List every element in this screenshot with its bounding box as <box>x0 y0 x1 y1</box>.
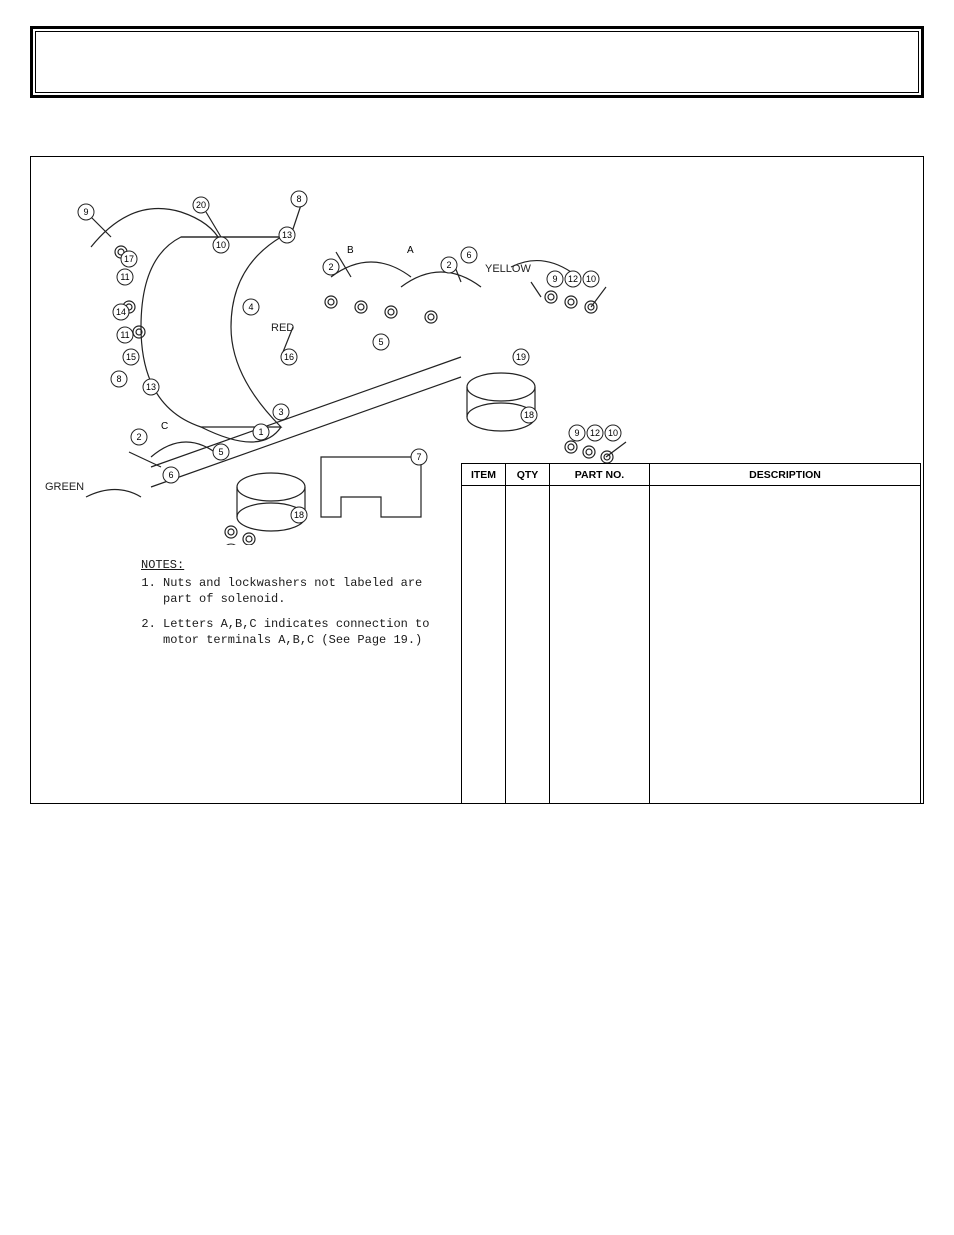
svg-text:17: 17 <box>124 254 134 264</box>
table-body-row <box>462 486 921 804</box>
svg-text:10: 10 <box>216 240 226 250</box>
svg-text:9: 9 <box>83 207 88 217</box>
svg-text:10: 10 <box>608 428 618 438</box>
parts-table: ITEM QTY PART NO. DESCRIPTION <box>461 463 921 803</box>
note-item: Letters A,B,C indicates connection to mo… <box>163 616 441 648</box>
wire-label-red: RED <box>271 322 294 334</box>
col-qty: QTY <box>506 464 550 485</box>
wire-label-yellow: YELLOW <box>485 263 531 275</box>
svg-text:5: 5 <box>378 337 383 347</box>
svg-text:16: 16 <box>284 352 294 362</box>
svg-text:9: 9 <box>574 428 579 438</box>
svg-text:9: 9 <box>552 274 557 284</box>
svg-text:A: A <box>407 245 414 256</box>
svg-text:15: 15 <box>126 352 136 362</box>
svg-text:10: 10 <box>586 274 596 284</box>
svg-text:7: 7 <box>416 452 421 462</box>
col-item: ITEM <box>462 464 506 485</box>
svg-text:12: 12 <box>568 274 578 284</box>
diagram-notes: NOTES: Nuts and lockwashers not labeled … <box>141 557 441 656</box>
svg-text:2: 2 <box>136 432 141 442</box>
svg-text:4: 4 <box>248 302 253 312</box>
svg-text:13: 13 <box>282 230 292 240</box>
svg-text:11: 11 <box>120 330 129 340</box>
svg-text:11: 11 <box>120 272 129 282</box>
page: 9 20 10 8 13 2 2 6 4 11 14 11 15 8 13 17 <box>0 0 954 1235</box>
svg-text:2: 2 <box>446 260 451 270</box>
cell-description <box>650 486 921 803</box>
svg-text:5: 5 <box>218 447 223 457</box>
svg-text:2: 2 <box>328 262 333 272</box>
table-header-row: ITEM QTY PART NO. DESCRIPTION <box>462 464 921 486</box>
col-partno: PART NO. <box>550 464 650 485</box>
svg-text:6: 6 <box>168 470 173 480</box>
svg-text:C: C <box>161 421 168 432</box>
col-description: DESCRIPTION <box>650 464 921 485</box>
svg-text:6: 6 <box>466 250 471 260</box>
svg-text:14: 14 <box>116 307 126 317</box>
cell-item <box>462 486 506 803</box>
svg-text:8: 8 <box>296 194 301 204</box>
note-item: Nuts and lockwashers not labeled are par… <box>163 575 441 607</box>
svg-text:8: 8 <box>116 374 121 384</box>
svg-text:13: 13 <box>146 382 156 392</box>
svg-text:19: 19 <box>516 352 526 362</box>
svg-text:B: B <box>347 245 354 256</box>
svg-text:12: 12 <box>590 428 600 438</box>
svg-text:18: 18 <box>524 410 534 420</box>
notes-heading: NOTES: <box>141 558 184 572</box>
svg-text:1: 1 <box>258 427 263 437</box>
svg-text:18: 18 <box>294 510 304 520</box>
svg-text:3: 3 <box>278 407 283 417</box>
wire-label-green: GREEN <box>45 481 84 493</box>
svg-text:20: 20 <box>196 200 206 210</box>
page-title <box>35 31 919 93</box>
cell-qty <box>506 486 550 803</box>
diagram-block: 9 20 10 8 13 2 2 6 4 11 14 11 15 8 13 17 <box>30 156 924 804</box>
title-frame <box>30 26 924 98</box>
cell-partno <box>550 486 650 803</box>
